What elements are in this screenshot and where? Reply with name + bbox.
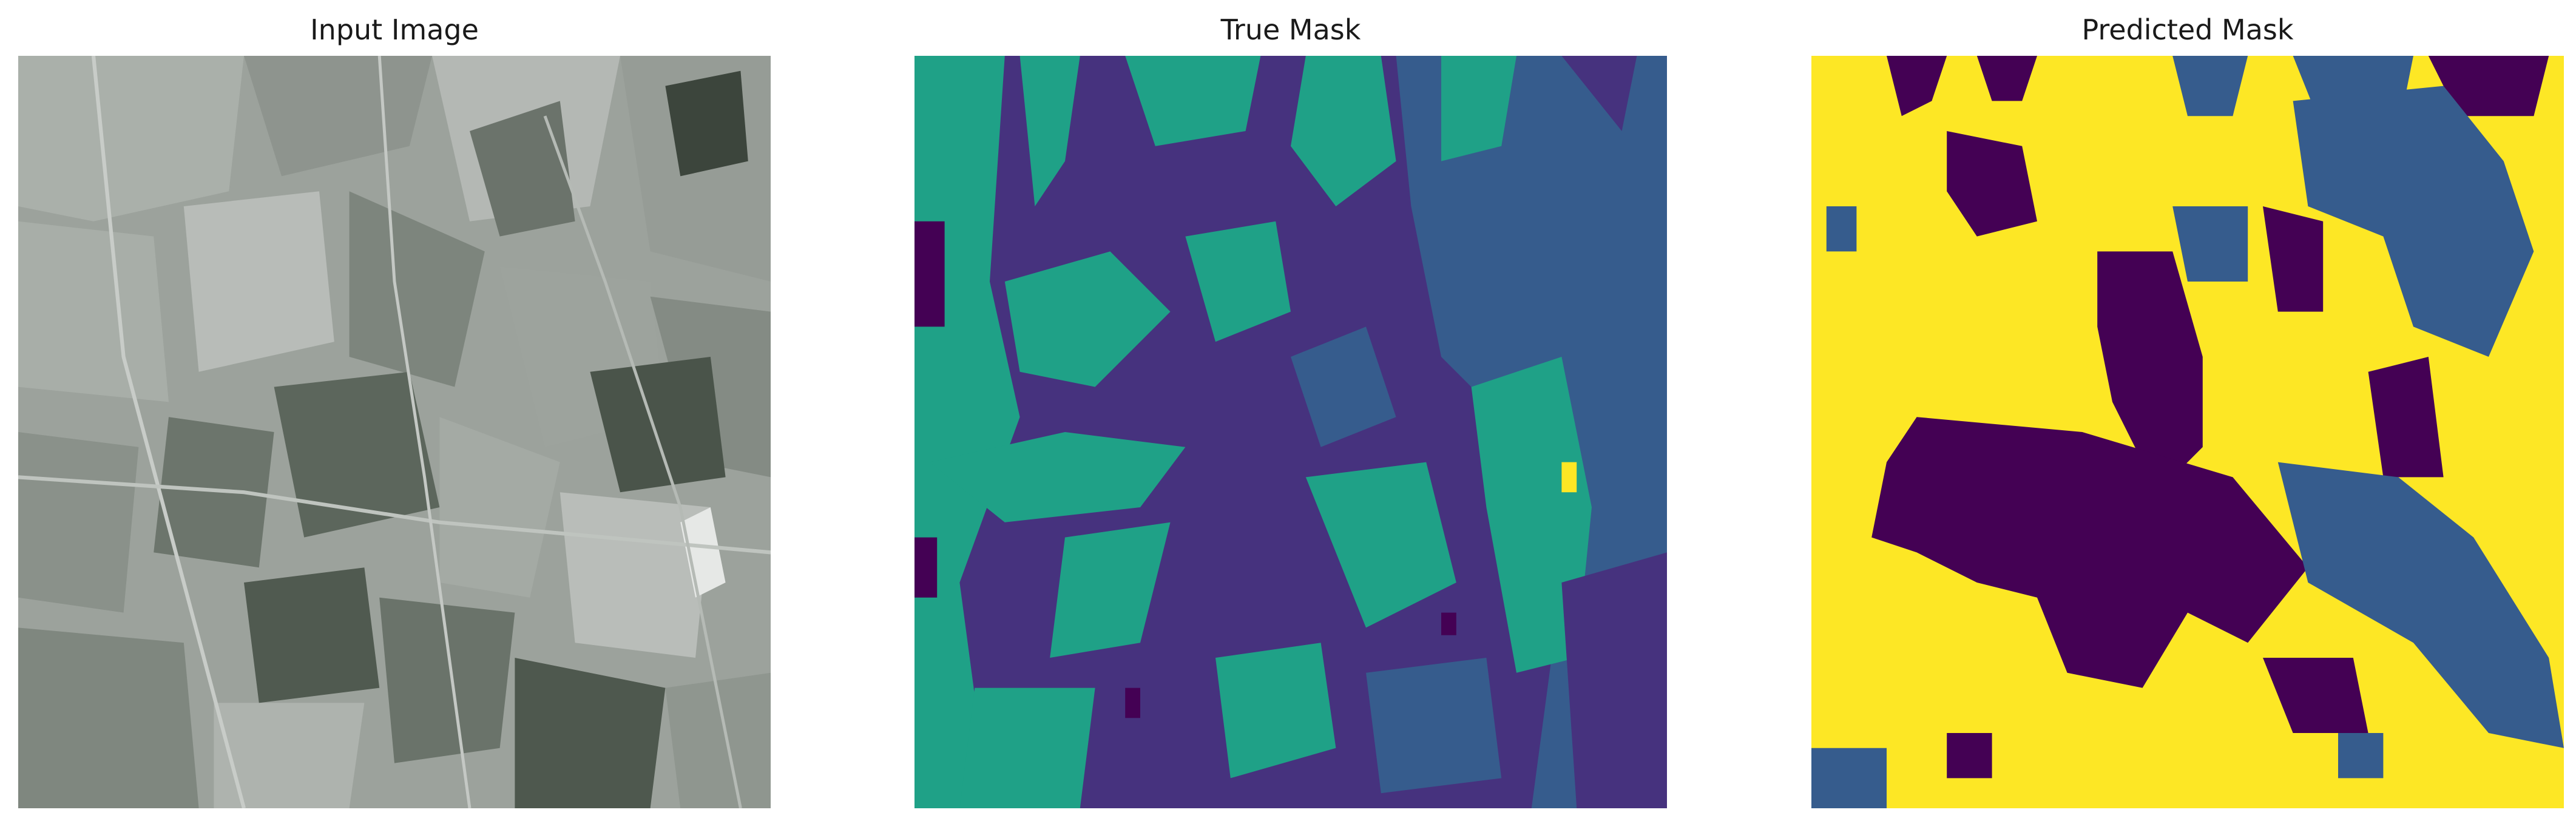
true-mask-image (914, 56, 1667, 808)
panel-true-mask: True Mask (914, 0, 1667, 821)
panel-title-input: Input Image (310, 13, 479, 46)
predicted-mask-image (1811, 56, 2564, 808)
input-image (18, 56, 771, 808)
panel-title-true-mask: True Mask (1220, 13, 1361, 46)
panel-input-image: Input Image (18, 0, 771, 821)
panel-predicted-mask: Predicted Mask (1811, 0, 2564, 821)
panel-title-predicted-mask: Predicted Mask (2081, 13, 2294, 46)
